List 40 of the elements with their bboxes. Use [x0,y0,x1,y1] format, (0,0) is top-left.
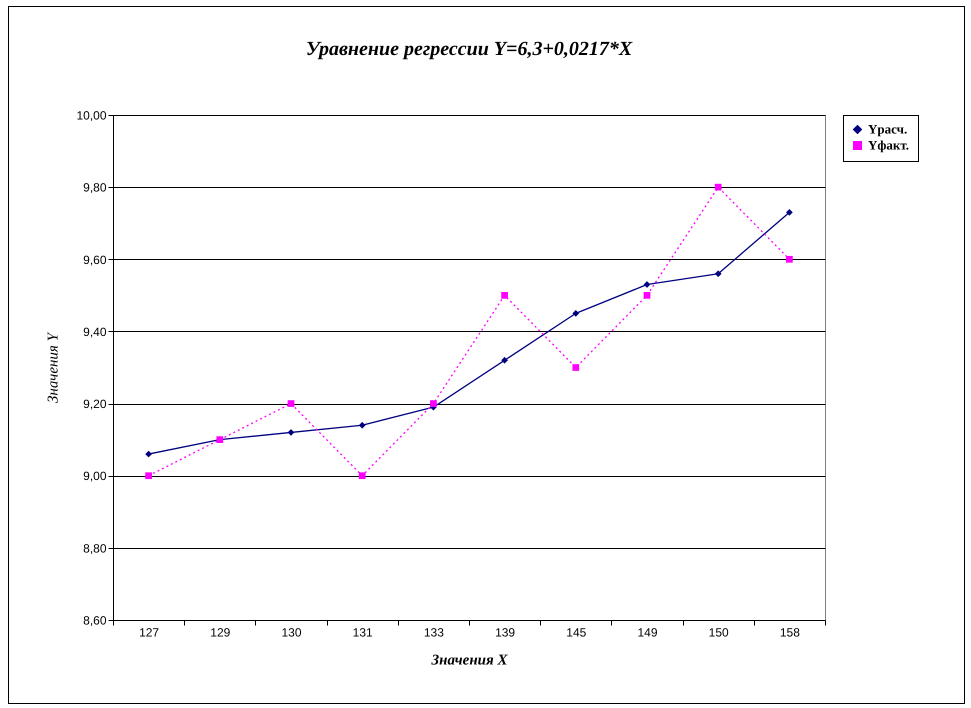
y-tick-label: 9,80 [83,180,107,195]
point [145,450,152,458]
legend-label: Yфакт. [868,138,910,152]
x-tick-label: 130 [281,626,302,640]
point [786,209,793,216]
x-tick-label: 127 [139,626,160,640]
point [644,281,650,288]
point [644,292,650,299]
point [501,292,508,299]
x-tick-label: 158 [780,626,800,640]
y-tick-label: 9,40 [83,324,107,339]
point [786,256,793,263]
x-tick-label: 133 [424,626,444,640]
point [572,310,580,317]
x-tick-label: 145 [566,626,587,640]
x-tick-label: 149 [637,626,658,640]
point [714,184,722,190]
point [145,472,152,480]
x-tick-label: 131 [352,626,374,640]
y-tick-label: 10,00 [76,108,107,122]
y-axis-title: Значения Y [45,331,62,403]
point [501,356,508,364]
point [714,270,722,278]
point [288,400,294,407]
point [430,400,437,407]
point [358,472,366,480]
y-tick-label: 9,20 [83,397,107,412]
x-tick-label: 150 [708,626,730,640]
y-tick-label: 9,60 [83,252,107,267]
y-tick-label: 8,60 [83,614,107,628]
x-axis-title: Значения X [430,652,508,668]
point [572,364,580,371]
legend-label: Yрасч. [868,122,908,136]
y-tick-label: 8,80 [83,541,107,556]
y-tick-label: 9,00 [83,469,107,484]
point [288,429,294,436]
x-tick-label: 139 [495,626,516,640]
point [358,422,366,429]
x-tick-label: 129 [210,626,231,640]
chart-title: Уравнение регрессии Y=6,3+0,0217*X [306,38,633,60]
